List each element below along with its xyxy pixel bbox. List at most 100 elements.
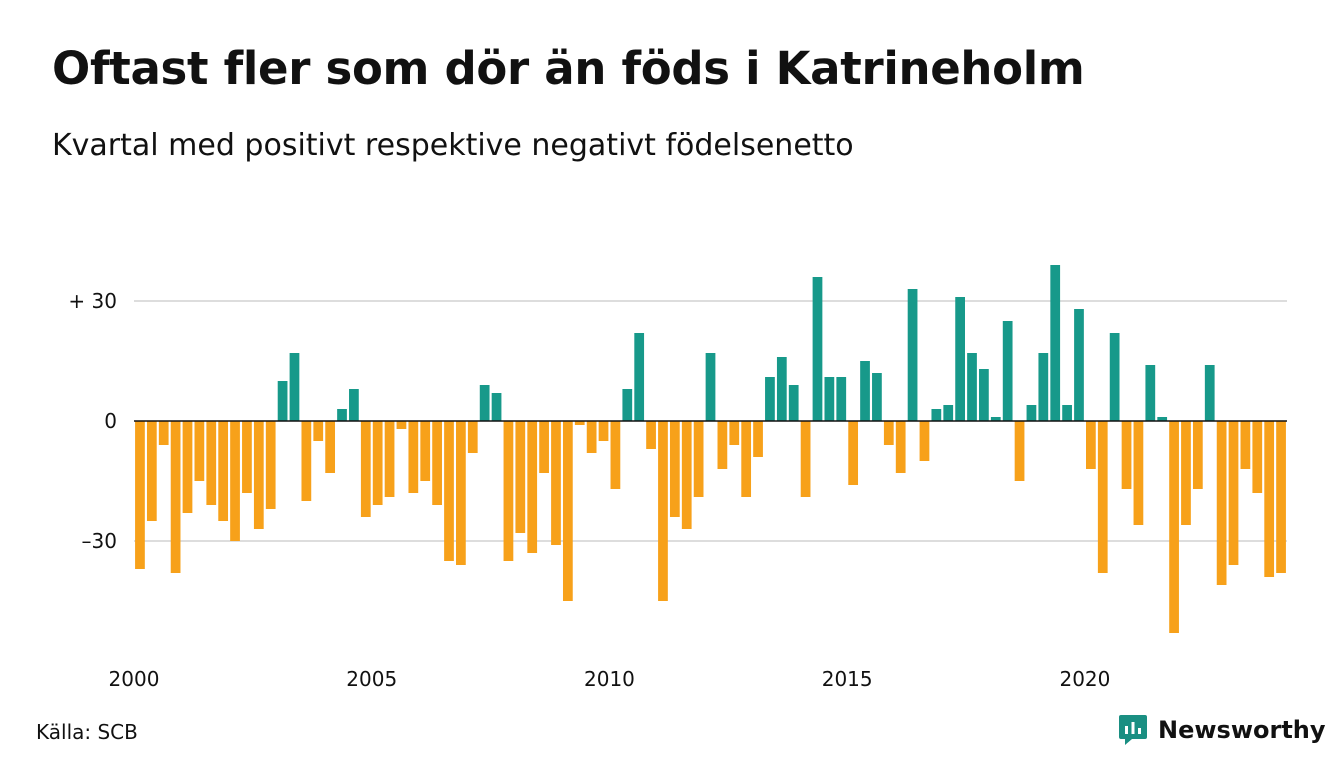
bar (741, 421, 752, 497)
bar (586, 421, 597, 453)
y-tick-label: + 30 (68, 289, 117, 313)
bar (1169, 421, 1179, 633)
bar (360, 421, 371, 517)
bar (444, 421, 454, 561)
bar (634, 333, 645, 421)
bar (146, 421, 157, 521)
bar (384, 421, 395, 497)
bar (610, 421, 621, 489)
bar (1240, 421, 1251, 469)
bar (277, 381, 288, 421)
newsworthy-logo-icon (1119, 715, 1147, 745)
bars (135, 265, 1286, 633)
bar (658, 421, 668, 601)
bar (800, 421, 811, 497)
bar (943, 405, 954, 421)
bar (812, 277, 823, 421)
bar (1074, 309, 1084, 421)
bar (1264, 421, 1275, 577)
bar (1276, 421, 1286, 573)
bar (265, 421, 276, 509)
bar (729, 421, 740, 445)
bar (574, 421, 585, 425)
bar (895, 421, 906, 473)
bar (990, 417, 1001, 421)
bar (432, 421, 442, 505)
bar (907, 289, 918, 421)
bar (491, 393, 502, 421)
brand-name: Newsworthy (1158, 716, 1326, 744)
bar (919, 421, 930, 461)
bar (301, 421, 312, 501)
bar (1228, 421, 1239, 565)
x-tick-label: 2010 (584, 667, 635, 691)
bar (539, 421, 549, 473)
bar (1145, 365, 1156, 421)
bar (313, 421, 324, 441)
bar (349, 389, 359, 421)
bar (551, 421, 561, 545)
axes: + 30 0 –30 2000 2005 2010 2015 2020 (68, 289, 1287, 691)
bar (1062, 405, 1072, 421)
bar (1133, 421, 1144, 525)
bar (1192, 421, 1203, 489)
bar (1014, 421, 1025, 481)
source-note: Källa: SCB (36, 720, 138, 744)
bar (1050, 265, 1061, 421)
bar (1097, 421, 1108, 573)
bar (776, 357, 787, 421)
bar (788, 385, 799, 421)
bar (1038, 353, 1049, 421)
bar (681, 421, 692, 529)
bar (955, 297, 965, 421)
bar (1252, 421, 1263, 493)
bar (135, 421, 145, 569)
bar (515, 421, 526, 533)
y-tick-label: 0 (104, 409, 117, 433)
bar (848, 421, 859, 485)
bar (836, 377, 847, 421)
x-tick-label: 2005 (346, 667, 397, 691)
y-tick-label: –30 (82, 529, 117, 553)
bar (337, 409, 347, 421)
bar (479, 385, 490, 421)
bar (883, 421, 894, 445)
bar (408, 421, 419, 493)
bar (646, 421, 656, 449)
bar (1109, 333, 1120, 421)
bar (456, 421, 466, 565)
bar (253, 421, 264, 529)
x-tick-label: 2015 (822, 667, 873, 691)
bar (467, 421, 478, 453)
x-tick-label: 2000 (109, 667, 160, 691)
bar (705, 353, 716, 421)
bar (230, 421, 240, 541)
bar (979, 369, 989, 421)
bar (218, 421, 229, 521)
bar (824, 377, 835, 421)
bar (206, 421, 217, 505)
bar (158, 421, 169, 445)
bar (1216, 421, 1227, 585)
gridlines (134, 300, 1287, 542)
bar (1204, 365, 1215, 421)
bar (527, 421, 538, 553)
bar (289, 353, 300, 421)
bar (1157, 417, 1168, 421)
bar (622, 389, 633, 421)
bar (717, 421, 728, 469)
bar (598, 421, 609, 441)
bar (669, 421, 680, 517)
x-tick-label: 2020 (1059, 667, 1110, 691)
chart-subtitle: Kvartal med positivt respektive negativt… (52, 128, 854, 163)
bar (1002, 321, 1013, 421)
bar (872, 373, 882, 421)
bar (170, 421, 181, 573)
bar (860, 361, 870, 421)
bar (931, 409, 942, 421)
bar (753, 421, 763, 457)
bar (503, 421, 514, 561)
brand-logo: Newsworthy (1118, 713, 1326, 747)
bar (1026, 405, 1037, 421)
